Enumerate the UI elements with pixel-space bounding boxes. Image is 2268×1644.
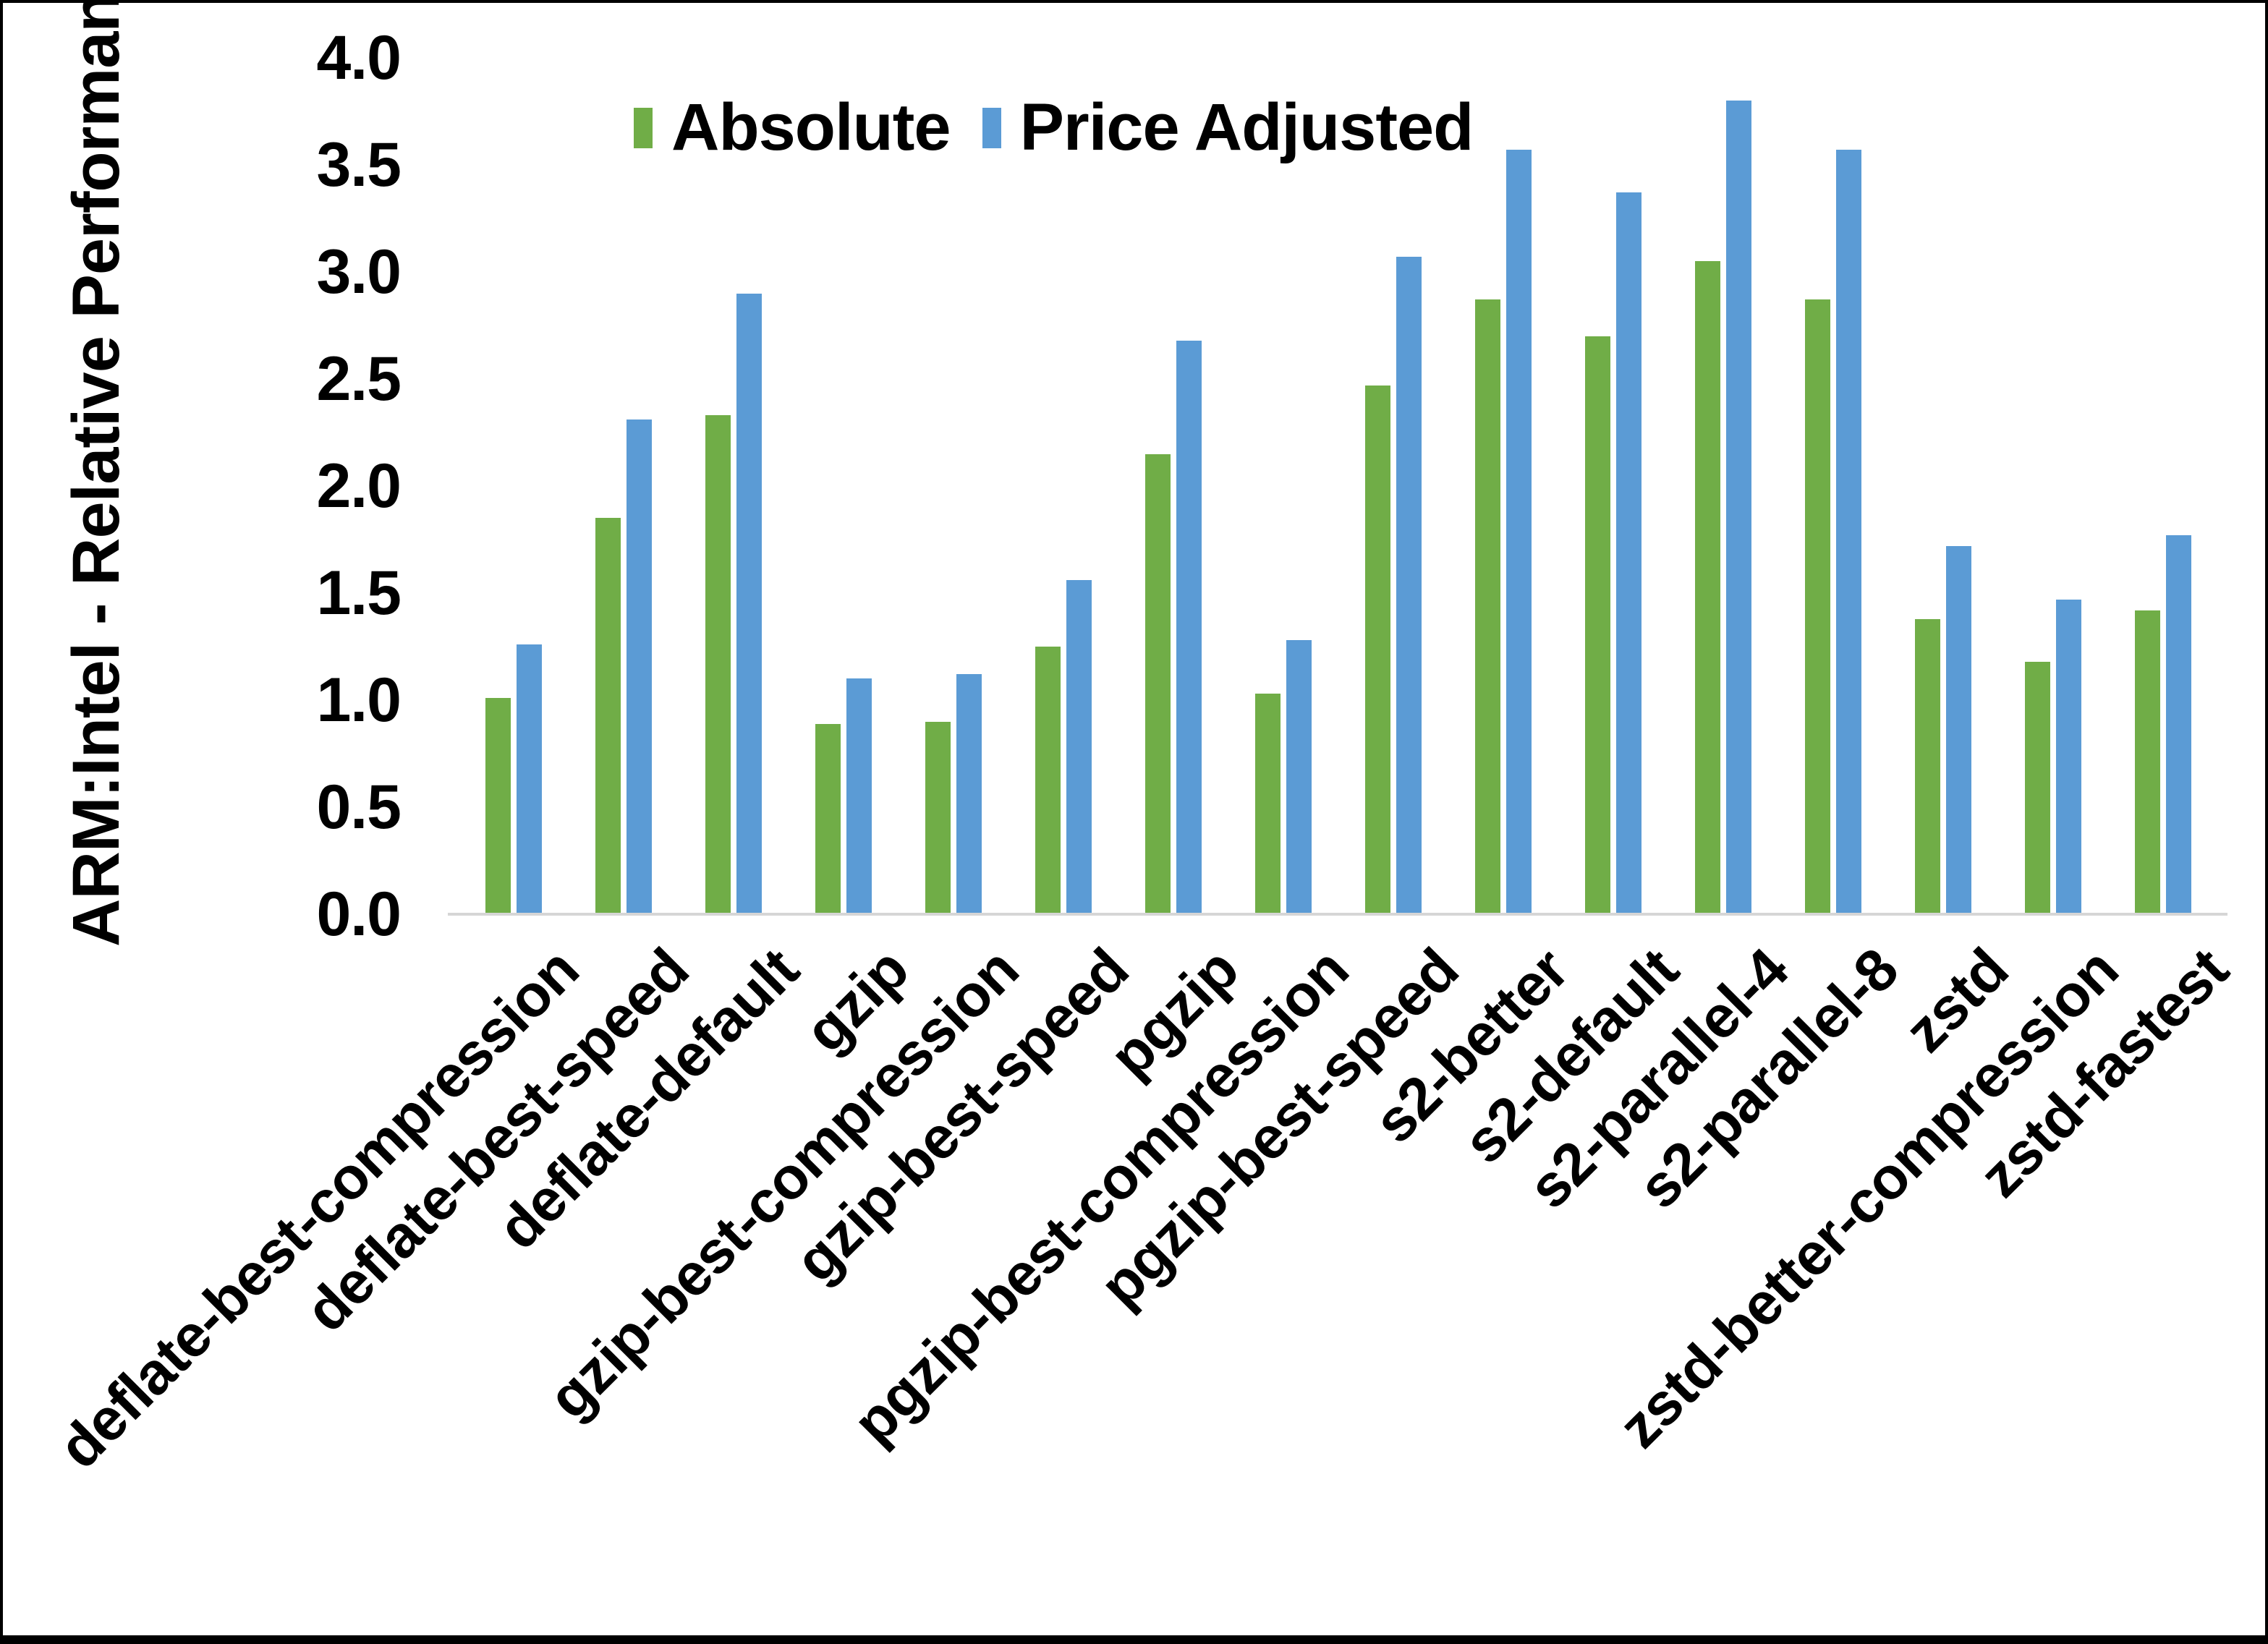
- bar-absolute-zstd: [1915, 618, 1940, 914]
- legend-item-price-adjusted: Price Adjusted: [982, 90, 1474, 166]
- bar-price-adjusted-zstd-better-compression: [2056, 599, 2081, 914]
- y-tick-label-3.0: 3.0: [316, 237, 402, 307]
- x-axis-line: [448, 913, 2227, 916]
- bar-absolute-s2-better: [1475, 299, 1500, 914]
- legend-swatch-absolute-icon: [634, 107, 653, 148]
- bar-absolute-zstd-fastest: [2135, 610, 2160, 914]
- bar-absolute-pgzip-best-compression: [1255, 694, 1280, 914]
- y-axis-title: ARM:Intel - Relative Performance: [59, 0, 133, 947]
- bar-absolute-pgzip: [1145, 453, 1171, 914]
- bar-price-adjusted-zstd-fastest: [2166, 535, 2191, 914]
- legend-swatch-price-adjusted-icon: [982, 107, 1001, 148]
- bar-price-adjusted-deflate-best-speed: [627, 419, 652, 914]
- bar-price-adjusted-s2-parallel-8: [1836, 150, 1861, 914]
- bar-price-adjusted-deflate-best-compression: [517, 644, 542, 914]
- bar-absolute-deflate-default: [705, 415, 731, 914]
- bar-price-adjusted-pgzip-best-compression: [1286, 640, 1312, 914]
- bar-price-adjusted-s2-default: [1616, 192, 1641, 914]
- y-tick-label-1.0: 1.0: [316, 665, 402, 735]
- y-tick-label-3.5: 3.5: [316, 130, 402, 200]
- legend: Absolute Price Adjusted: [634, 90, 1474, 166]
- bar-absolute-gzip-best-speed: [1035, 647, 1061, 914]
- bar-absolute-deflate-best-compression: [485, 698, 511, 914]
- bar-price-adjusted-pgzip: [1176, 340, 1202, 914]
- bar-absolute-zstd-better-compression: [2025, 661, 2050, 914]
- bar-price-adjusted-gzip-best-compression: [956, 674, 982, 914]
- plot-area: [459, 58, 2218, 914]
- bar-price-adjusted-gzip: [846, 678, 872, 914]
- bar-price-adjusted-pgzip-best-speed: [1396, 257, 1422, 914]
- bar-price-adjusted-s2-better: [1506, 150, 1532, 914]
- bar-absolute-gzip: [815, 723, 841, 914]
- legend-label-price-adjusted: Price Adjusted: [1019, 90, 1474, 164]
- bar-price-adjusted-zstd: [1946, 545, 1971, 914]
- y-tick-label-0.0: 0.0: [316, 880, 402, 949]
- legend-item-absolute: Absolute: [634, 90, 951, 166]
- y-tick-label-0.5: 0.5: [316, 772, 402, 842]
- bar-absolute-s2-parallel-4: [1695, 261, 1720, 914]
- y-tick-label-1.5: 1.5: [316, 558, 402, 628]
- bar-absolute-deflate-best-speed: [595, 518, 621, 914]
- bar-absolute-s2-default: [1585, 336, 1610, 914]
- bar-absolute-gzip-best-compression: [925, 721, 951, 914]
- legend-label-absolute: Absolute: [671, 90, 951, 164]
- bar-price-adjusted-gzip-best-speed: [1066, 580, 1092, 914]
- y-tick-label-4.0: 4.0: [316, 23, 402, 93]
- y-tick-label-2.0: 2.0: [316, 451, 402, 521]
- y-tick-label-2.5: 2.5: [316, 344, 402, 414]
- bar-price-adjusted-deflate-default: [736, 293, 762, 914]
- bar-absolute-pgzip-best-speed: [1365, 385, 1390, 914]
- bar-absolute-s2-parallel-8: [1805, 299, 1830, 914]
- bar-price-adjusted-s2-parallel-4: [1726, 101, 1751, 914]
